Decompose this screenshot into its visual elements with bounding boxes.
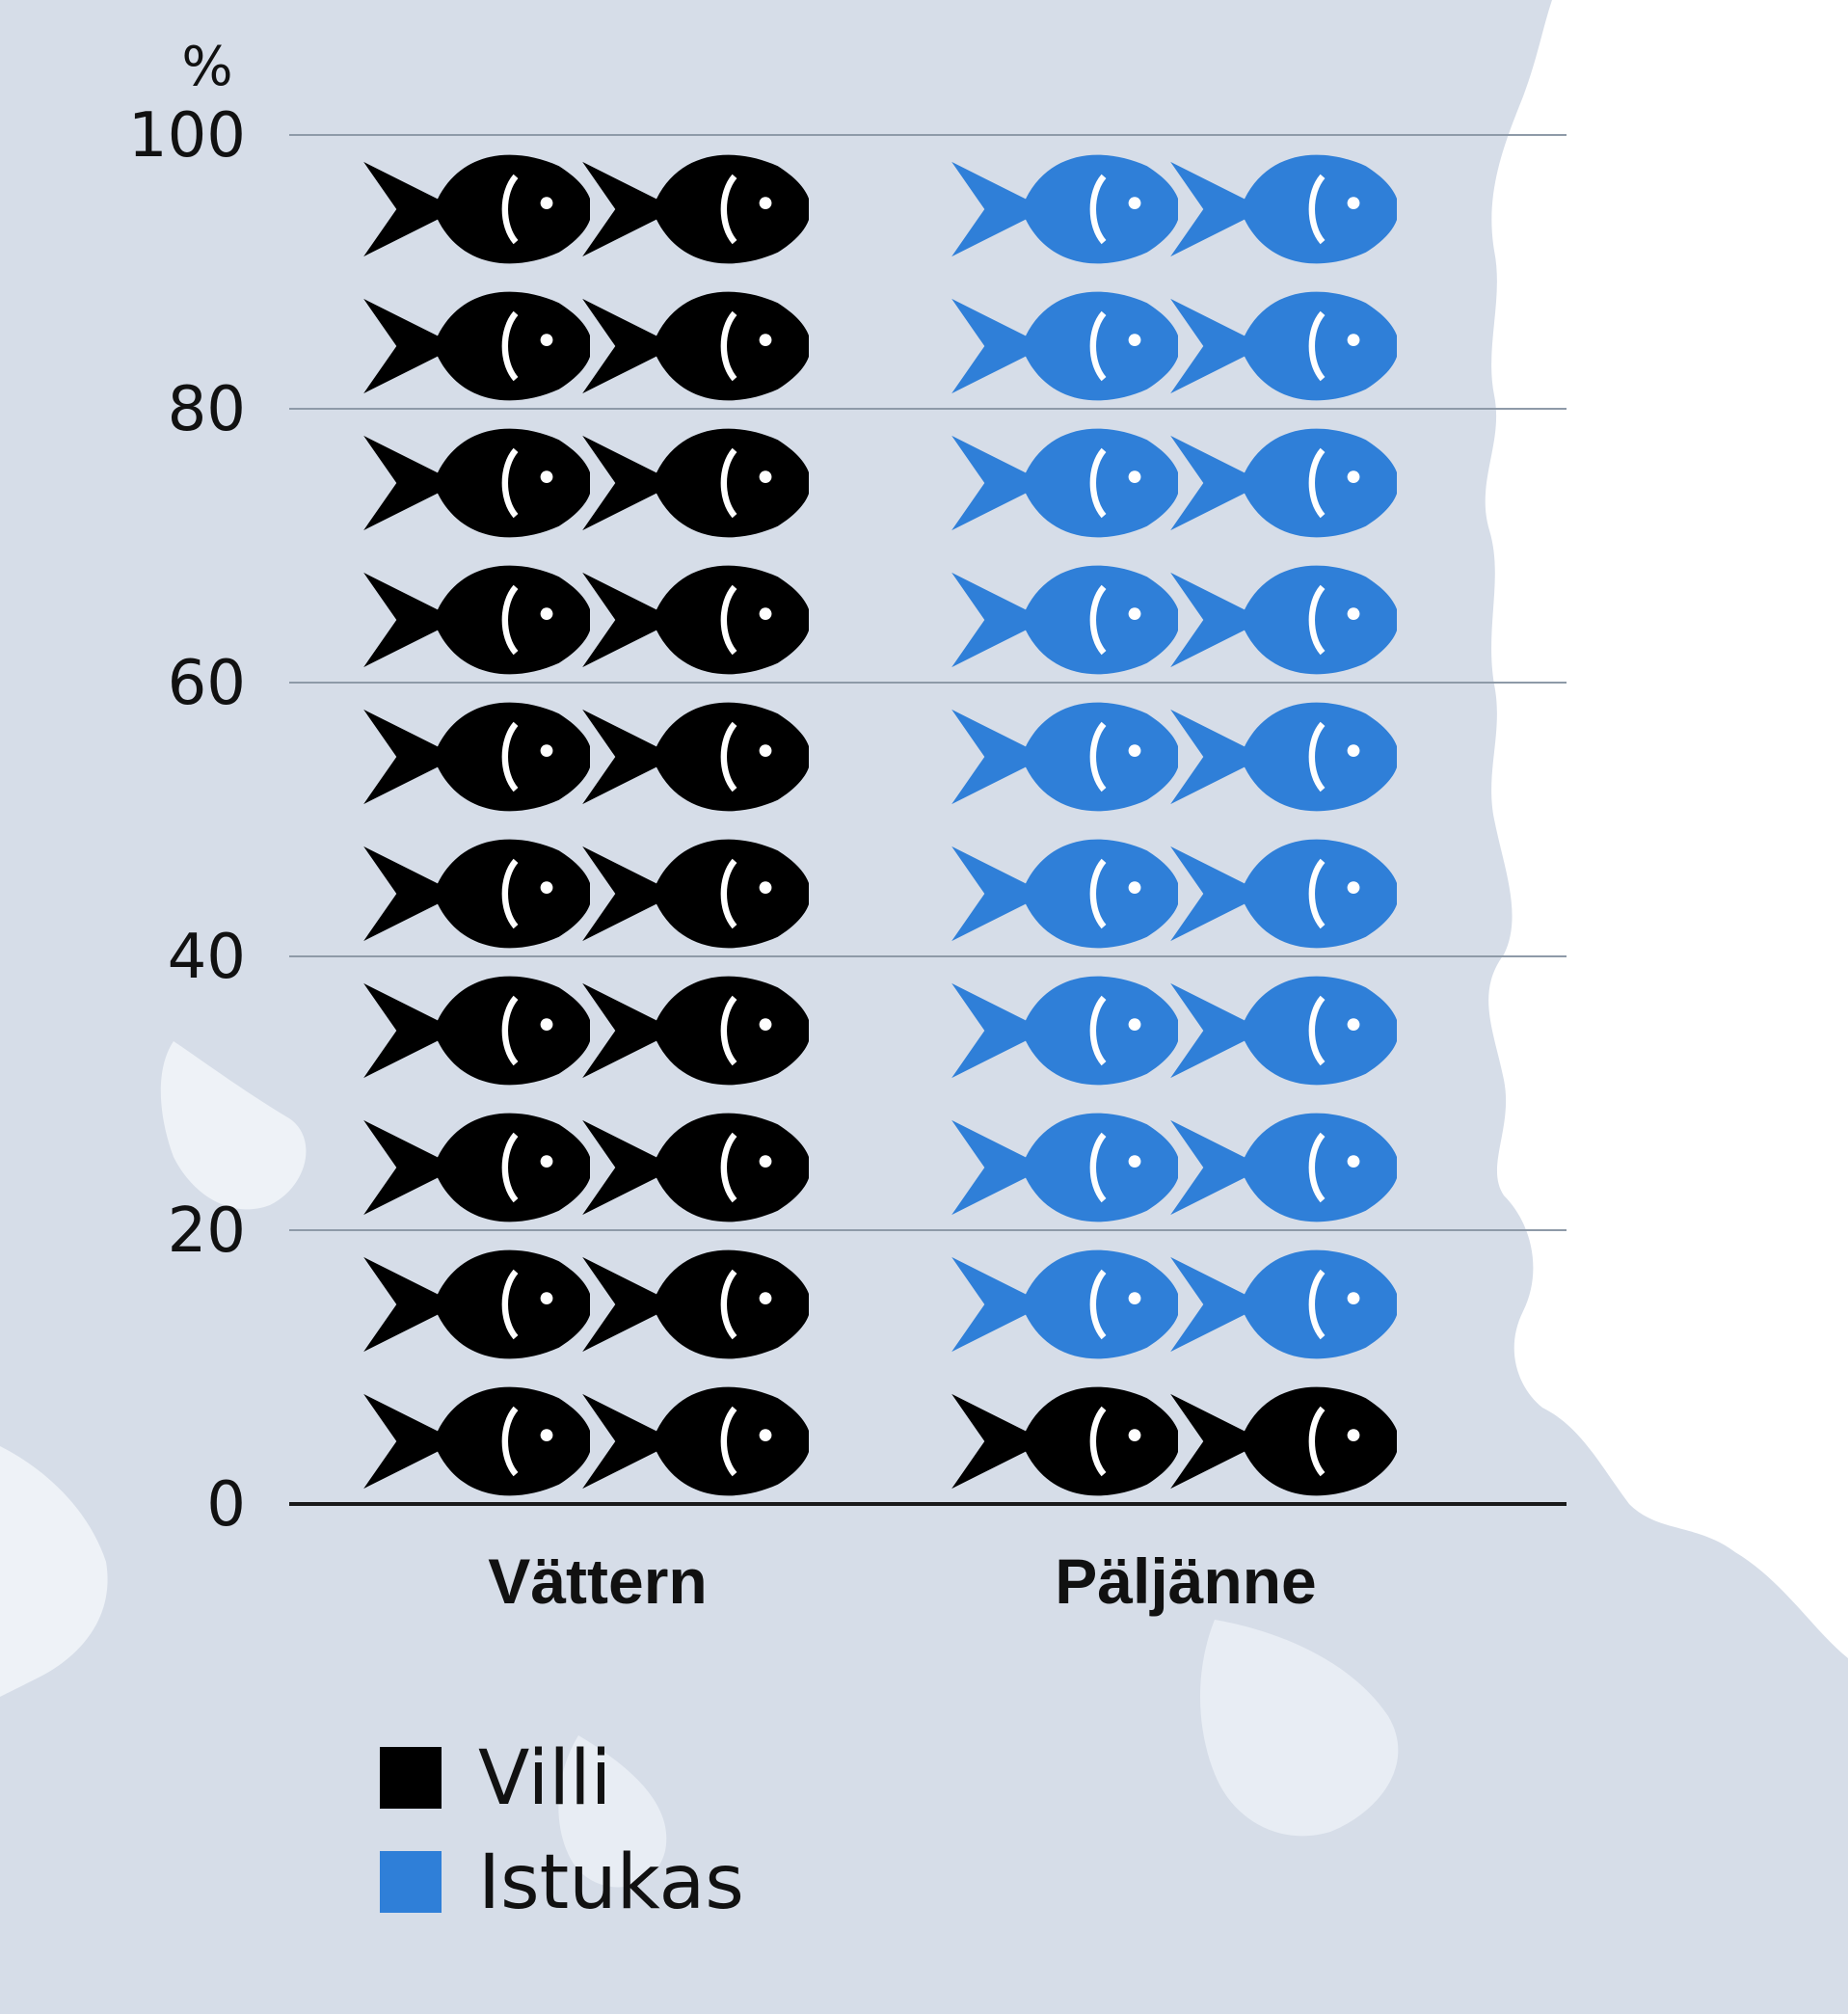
fish-icon — [363, 155, 592, 264]
fish-icon — [1170, 1387, 1399, 1496]
fish-icon — [951, 1250, 1180, 1359]
legend-swatch-villi — [380, 1747, 442, 1809]
fish-icon — [582, 292, 811, 401]
fish-icon — [1170, 1250, 1399, 1359]
map-background — [0, 0, 1848, 1888]
y-tick-label: 100 — [128, 100, 246, 172]
legend-label-villi: Villi — [478, 1735, 611, 1822]
gridlines — [289, 134, 1567, 1506]
fish-icon — [582, 429, 811, 538]
fish-icon — [951, 840, 1180, 949]
fish-icon — [951, 1114, 1180, 1222]
fish-icon — [582, 1114, 811, 1222]
x-axis-categories: Vättern Päljänne — [488, 1545, 1316, 1617]
fish-icon — [363, 292, 592, 401]
y-axis: % 0 20 40 60 80 100 — [128, 36, 246, 1541]
fish-icon — [363, 977, 592, 1086]
fish-icon — [951, 155, 1180, 264]
fish-icon — [951, 703, 1180, 812]
legend: Villi Istukas — [380, 1735, 744, 1926]
fish-icon — [1170, 840, 1399, 949]
y-tick-label: 0 — [206, 1469, 246, 1541]
fish-icon — [582, 703, 811, 812]
fish-icon — [1170, 703, 1399, 812]
fish-icon — [582, 566, 811, 675]
fish-icon — [582, 840, 811, 949]
fish-icon — [1170, 292, 1399, 401]
fish-icon — [951, 292, 1180, 401]
fish-icon — [363, 1387, 592, 1496]
legend-label-istukas: Istukas — [478, 1839, 744, 1926]
fish-icon — [363, 429, 592, 538]
fish-icon — [363, 566, 592, 675]
x-category-label: Vättern — [488, 1545, 707, 1617]
fish-icon — [582, 155, 811, 264]
fish-icon — [1170, 1114, 1399, 1222]
fish-icon — [951, 977, 1180, 1086]
y-tick-label: 60 — [168, 648, 246, 719]
fish-icon — [582, 1250, 811, 1359]
fish-icon — [363, 703, 592, 812]
fish-icon — [1170, 566, 1399, 675]
pictogram-marks — [363, 155, 1399, 1496]
fish-icon — [1170, 429, 1399, 538]
fish-icon — [363, 840, 592, 949]
fish-icon — [363, 1114, 592, 1222]
fish-icon — [1170, 155, 1399, 264]
fish-icon — [951, 429, 1180, 538]
y-tick-label: 20 — [168, 1195, 246, 1267]
fish-icon — [951, 566, 1180, 675]
y-tick-label: 80 — [168, 374, 246, 445]
fish-icon — [582, 977, 811, 1086]
legend-swatch-istukas — [380, 1851, 442, 1913]
x-category-label: Päljänne — [1055, 1545, 1316, 1617]
y-axis-unit: % — [181, 36, 232, 98]
fish-icon — [582, 1387, 811, 1496]
fish-icon — [951, 1387, 1180, 1496]
y-tick-label: 40 — [168, 922, 246, 993]
fish-icon — [1170, 977, 1399, 1086]
fish-icon — [363, 1250, 592, 1359]
